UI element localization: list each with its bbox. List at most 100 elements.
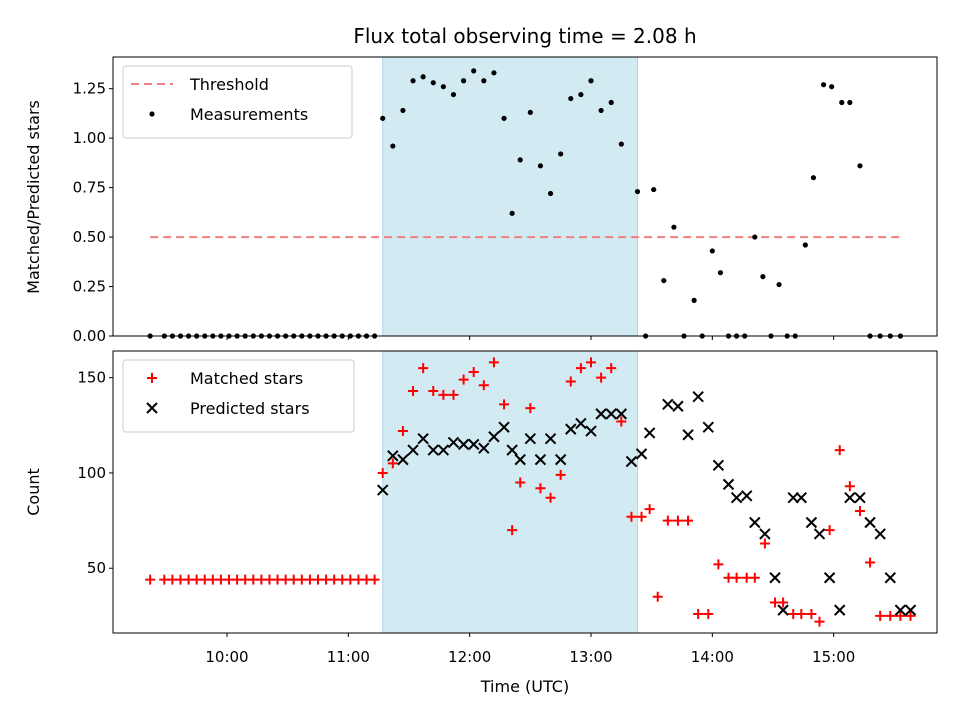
ratio-panel-frame [112, 56, 938, 337]
predicted-star-point [427, 444, 439, 456]
matched-star-point [585, 357, 596, 368]
predicted-star-point [769, 572, 781, 584]
observing-window-span [382, 350, 639, 634]
ratio-panel: 0.00 0.25 0.50 0.75 1.00 1.25 Matched/Predict… [24, 56, 938, 345]
matched-star-point [693, 608, 704, 619]
matched-star-point [418, 363, 429, 374]
predicted-star-point [524, 432, 537, 445]
predicted-star-point [749, 516, 761, 529]
predicted-star-point [813, 528, 826, 540]
measurement-point [810, 175, 817, 181]
y-tick-label: 0.75 [73, 179, 106, 197]
measurement-point [717, 270, 724, 276]
matched-star-point [844, 481, 855, 492]
matched-star-point [713, 559, 724, 570]
measurement-point [651, 186, 657, 193]
matched-star-point [905, 610, 916, 621]
predicted-star-point [823, 572, 836, 584]
predicted-star-point [457, 438, 470, 451]
matched-star-point [834, 445, 845, 456]
matched-star-point [778, 597, 789, 608]
predicted-star-point [488, 431, 500, 443]
measurement-point [501, 115, 507, 121]
x-tick-label: 11:00 [327, 648, 370, 666]
ratio-y-axis-label: Matched/Predicted stars [24, 100, 43, 294]
y-tick-label: 50 [87, 559, 106, 577]
matched-star-point [606, 363, 617, 374]
measurement-point [608, 99, 614, 106]
predicted-star-point [730, 492, 743, 504]
measurement-point [491, 70, 497, 76]
predicted-star-point [795, 492, 808, 504]
matched-star-point [626, 511, 637, 522]
matched-star-point [408, 386, 419, 397]
predicted-star-point [904, 604, 917, 616]
matched-star-point [824, 525, 835, 536]
predicted-star-point [397, 453, 409, 466]
x-tick-label: 10:00 [205, 648, 248, 666]
measurement-point [430, 80, 436, 86]
count-panel-frame [112, 350, 938, 634]
y-tick-label: 0.25 [73, 278, 106, 296]
matched-star-point [616, 416, 627, 427]
measurement-point [839, 99, 845, 106]
measurement-point [450, 91, 457, 98]
measurement-point [857, 163, 863, 169]
legend-measurement-swatch [149, 111, 155, 117]
measurement-point [380, 115, 386, 121]
measurement-point [760, 274, 766, 280]
predicted-star-point [692, 391, 704, 403]
measurement-point [420, 74, 426, 80]
predicted-star-point [534, 453, 547, 466]
matched-star-point [806, 608, 817, 619]
measurement-point [568, 95, 574, 102]
matched-star-point [796, 608, 807, 619]
matched-star-point [854, 506, 865, 517]
measurement-point [598, 107, 604, 114]
measurement-point [400, 107, 406, 114]
matched-star-point [814, 616, 825, 627]
predicted-star-point [777, 604, 789, 616]
measurement-point [634, 188, 641, 195]
measurement-point [527, 109, 533, 116]
matched-star-point [545, 492, 556, 503]
predicted-star-point [662, 398, 674, 411]
predicted-star-point [417, 432, 429, 445]
predicted-star-point [585, 425, 597, 437]
matched-star-point [865, 557, 876, 568]
predicted-star-point [468, 438, 480, 451]
observing-window-span [382, 56, 639, 337]
matched-star-point [507, 525, 518, 536]
legend-box [122, 65, 353, 139]
predicted-star-point [635, 448, 648, 460]
legend-entry-label: Measurements [190, 105, 308, 124]
predicted-star-point [498, 421, 510, 433]
matched-star-point [499, 399, 510, 410]
predicted-star-point [437, 444, 450, 456]
y-tick-label: 100 [77, 464, 106, 482]
matched-star-point [448, 389, 459, 400]
matched-star-point [369, 574, 380, 585]
measurement-point [440, 84, 446, 90]
matched-star-point [145, 574, 156, 585]
matched-star-point [875, 610, 886, 621]
measurement-point [588, 78, 594, 84]
matched-star-point [703, 608, 714, 619]
predicted-star-point [864, 516, 876, 529]
predicted-star-point [387, 450, 399, 462]
matched-star-point [895, 610, 906, 621]
measurement-point [460, 78, 467, 84]
predicted-star-point [884, 572, 896, 584]
x-tick-label: 15:00 [812, 648, 855, 666]
predicted-star-point [834, 604, 846, 616]
measurement-point [481, 78, 487, 84]
predicted-star-point [506, 444, 518, 456]
predicted-star-point [407, 444, 419, 456]
measurement-point [547, 190, 554, 197]
matched-star-point [565, 376, 576, 387]
x-tick-label: 12:00 [448, 648, 491, 666]
y-tick-label: 150 [77, 369, 106, 387]
x-tick-label: 13:00 [569, 648, 612, 666]
